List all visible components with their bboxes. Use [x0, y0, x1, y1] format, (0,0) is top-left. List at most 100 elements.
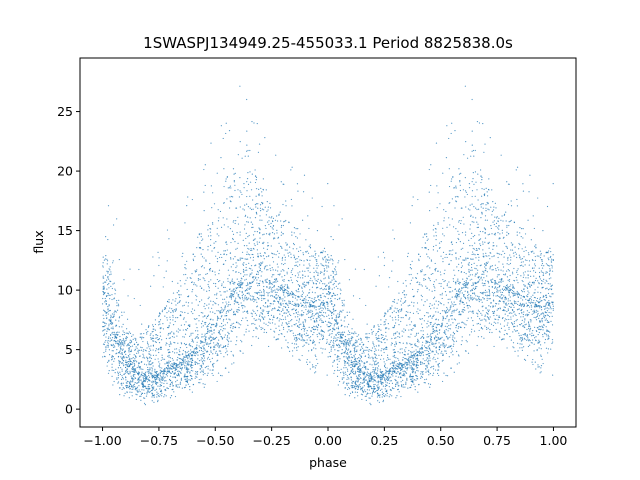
- data-point: [292, 242, 295, 245]
- data-point: [539, 372, 541, 374]
- data-point: [322, 335, 325, 338]
- data-point: [117, 367, 119, 369]
- data-point: [232, 258, 234, 260]
- data-point: [307, 283, 310, 285]
- data-point: [186, 380, 188, 382]
- data-point: [267, 295, 269, 297]
- data-point: [401, 385, 403, 388]
- chart-title: 1SWASPJ134949.25-455033.1 Period 8825838…: [143, 34, 513, 52]
- data-point: [261, 299, 263, 302]
- data-point: [373, 350, 376, 353]
- data-point: [243, 245, 246, 247]
- data-point: [172, 311, 174, 313]
- data-point: [517, 293, 519, 296]
- data-point: [317, 314, 319, 316]
- data-point: [248, 248, 250, 250]
- data-point: [501, 294, 503, 296]
- data-point: [250, 312, 252, 314]
- data-point: [506, 324, 508, 326]
- data-point: [490, 265, 492, 267]
- data-point: [117, 303, 120, 305]
- data-point: [399, 372, 401, 375]
- data-point: [451, 218, 453, 220]
- data-point: [299, 233, 301, 235]
- data-point: [361, 346, 363, 348]
- data-point: [200, 378, 202, 380]
- data-point: [484, 314, 486, 316]
- data-point: [484, 280, 487, 282]
- data-point: [443, 331, 445, 334]
- data-point: [510, 318, 512, 320]
- data-point: [527, 296, 529, 298]
- data-point: [331, 333, 333, 335]
- data-point: [239, 206, 241, 208]
- data-point: [504, 273, 507, 275]
- data-point: [258, 284, 261, 286]
- data-point: [456, 266, 458, 268]
- data-point: [276, 316, 279, 319]
- data-point: [134, 386, 136, 388]
- data-point: [239, 285, 242, 287]
- data-point: [284, 296, 286, 298]
- data-point: [199, 371, 202, 373]
- data-point: [384, 342, 386, 344]
- data-point: [162, 358, 164, 360]
- data-point: [224, 315, 226, 317]
- data-point: [492, 295, 495, 297]
- data-point: [503, 306, 505, 308]
- data-point: [285, 291, 287, 294]
- data-point: [106, 330, 108, 332]
- data-point: [364, 391, 367, 393]
- data-point: [448, 168, 450, 170]
- data-point: [502, 220, 504, 222]
- data-point: [385, 348, 387, 350]
- data-point: [455, 258, 457, 260]
- data-point: [263, 322, 265, 324]
- data-point: [502, 309, 504, 312]
- data-point: [397, 357, 399, 360]
- data-point: [432, 368, 435, 370]
- data-point: [368, 337, 370, 339]
- data-point: [266, 210, 268, 212]
- data-point: [309, 255, 311, 258]
- data-point: [356, 391, 358, 393]
- data-point: [487, 208, 489, 210]
- data-point: [420, 353, 423, 355]
- data-point: [116, 302, 118, 304]
- data-point: [348, 339, 350, 341]
- data-point: [514, 246, 516, 248]
- data-point: [387, 357, 389, 359]
- data-point: [198, 315, 200, 317]
- data-point: [495, 295, 497, 297]
- data-point: [229, 185, 231, 187]
- data-point: [191, 346, 194, 348]
- data-point: [131, 358, 133, 360]
- data-point: [495, 225, 497, 228]
- data-point: [161, 382, 163, 384]
- data-point: [464, 190, 467, 192]
- data-point: [143, 357, 146, 359]
- data-point: [185, 368, 188, 370]
- data-point: [297, 313, 299, 316]
- data-point: [546, 314, 548, 316]
- data-point: [249, 217, 251, 219]
- data-point: [435, 238, 437, 241]
- data-point: [209, 343, 211, 345]
- data-point: [213, 346, 215, 349]
- data-point: [252, 276, 254, 278]
- data-point: [246, 144, 248, 146]
- data-point: [352, 332, 354, 334]
- data-point: [197, 334, 199, 336]
- data-point: [499, 253, 501, 255]
- data-point: [459, 313, 461, 315]
- data-point: [248, 292, 250, 294]
- data-point: [373, 378, 375, 380]
- data-point: [479, 239, 481, 241]
- data-point: [510, 200, 512, 202]
- data-point: [173, 373, 175, 376]
- data-point: [466, 281, 468, 283]
- data-point: [425, 365, 427, 367]
- data-point: [384, 388, 386, 390]
- data-point: [206, 343, 208, 346]
- data-point: [546, 264, 549, 266]
